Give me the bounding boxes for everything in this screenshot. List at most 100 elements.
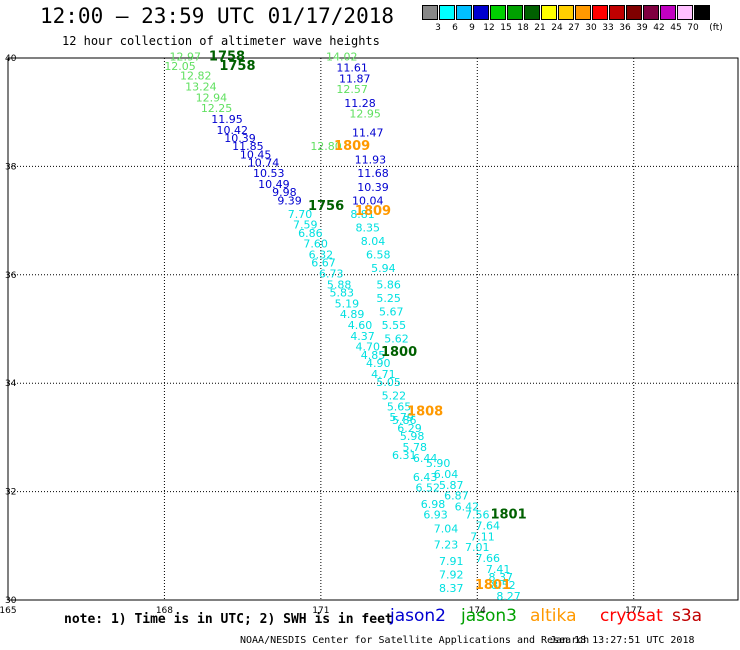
wave-height-label: 7.41 <box>486 563 511 576</box>
wave-height-label: 11.68 <box>357 167 389 180</box>
wave-height-label: 11.61 <box>336 62 368 75</box>
wave-height-label: 4.37 <box>350 330 375 343</box>
scale-swatch <box>473 5 489 20</box>
page-subtitle: 12 hour collection of altimeter wave hei… <box>62 34 380 48</box>
wave-height-label: 7.04 <box>434 522 459 535</box>
wave-height-label: 5.88 <box>327 278 352 291</box>
wave-height-label: 6.42 <box>455 501 480 514</box>
wave-height-label: 6.52 <box>416 482 441 495</box>
wave-height-label: 10.39 <box>357 181 389 194</box>
wave-height-label: 5.87 <box>439 479 464 492</box>
x-tick-label: 165 <box>0 606 17 616</box>
wave-height-label: 6.04 <box>434 468 459 481</box>
pass-time-label: 1809 <box>334 139 370 154</box>
wave-height-label: 4.90 <box>366 357 391 370</box>
wave-height-label: 5.55 <box>382 319 407 332</box>
wave-height-label: 5.90 <box>426 457 451 470</box>
wave-height-label: 12.82 <box>180 70 212 83</box>
wave-height-label: 7.11 <box>470 530 495 543</box>
wave-height-label: 5.78 <box>402 441 427 454</box>
scale-swatch <box>592 5 608 20</box>
wave-height-label: 8.37 <box>439 582 464 595</box>
wave-height-label: 7.64 <box>475 520 500 533</box>
scale-swatch <box>439 5 455 20</box>
pass-time-label: 1809 <box>355 204 391 219</box>
wave-height-label: 4.85 <box>361 349 386 362</box>
legend-item: jason3 <box>461 606 517 626</box>
scale-label: 9 <box>469 23 475 33</box>
scale-swatch <box>524 5 540 20</box>
wave-height-label: 5.83 <box>329 286 354 299</box>
wave-height-label: 4.60 <box>348 319 373 332</box>
scale-label: 30 <box>585 23 597 33</box>
legend-item: cryosat <box>600 606 663 626</box>
wave-height-label: 9.39 <box>277 194 302 207</box>
wave-height-label: 8.04 <box>361 235 386 248</box>
wave-height-label: 7.91 <box>439 555 464 568</box>
wave-height-label: 8.35 <box>356 221 381 234</box>
wave-height-label: 6.58 <box>366 249 391 262</box>
pass-time-label: 1800 <box>381 345 417 360</box>
x-tick-label: 174 <box>469 606 486 616</box>
wave-height-label: 6.93 <box>423 509 448 522</box>
pass-time-label: 1756 <box>308 199 344 214</box>
wave-height-label: 5.98 <box>400 430 425 443</box>
wave-height-label: 10.45 <box>240 148 272 161</box>
scale-unit: (ft) <box>709 23 723 33</box>
scale-label: 15 <box>500 23 512 33</box>
scale-label: 70 <box>687 23 699 33</box>
wave-height-label: 8.81 <box>350 208 375 221</box>
wave-height-label: 5.22 <box>382 389 407 402</box>
wave-height-label: 5.86 <box>376 278 401 291</box>
wave-height-label: 4.71 <box>371 368 396 381</box>
wave-height-label: 6.31 <box>392 449 417 462</box>
footer-note: note: 1) Time is in UTC; 2) SWH is in fe… <box>64 612 393 627</box>
x-tick-label: 168 <box>156 606 173 616</box>
wave-height-label: 8.27 <box>496 590 521 603</box>
wave-height-label: 6.32 <box>309 249 334 262</box>
wave-height-label: 11.95 <box>211 113 243 126</box>
wave-height-label: 7.56 <box>465 509 490 522</box>
scale-label: 21 <box>534 23 546 33</box>
credit-text: NOAA/NESDIS Center for Satellite Applica… <box>240 635 590 646</box>
legend-item: altika <box>530 606 577 626</box>
wave-height-label: 8.52 <box>491 579 516 592</box>
scale-label: 27 <box>568 23 580 33</box>
scale-swatch <box>558 5 574 20</box>
wave-height-label: 6.86 <box>298 227 323 240</box>
wave-height-label: 4.89 <box>340 308 365 321</box>
wave-height-label: 12.25 <box>201 102 233 115</box>
scale-swatch <box>626 5 642 20</box>
pass-time-label: 1801 <box>475 578 511 593</box>
wave-height-label: 7.23 <box>434 539 459 552</box>
wave-height-label: 7.60 <box>303 238 328 251</box>
wave-height-label: 10.49 <box>258 178 290 191</box>
scale-label: 39 <box>636 23 648 33</box>
pass-time-label: 1808 <box>407 405 443 420</box>
scale-swatch <box>507 5 523 20</box>
wave-height-label: 5.94 <box>371 262 396 275</box>
wave-height-label: 10.74 <box>248 156 280 169</box>
wave-height-label: 5.67 <box>379 305 404 318</box>
scale-swatch <box>541 5 557 20</box>
scale-swatch <box>490 5 506 20</box>
wave-height-label: 12.80 <box>310 140 342 153</box>
wave-height-label: 5.19 <box>335 297 360 310</box>
plot-frame <box>7 57 739 601</box>
wave-height-label: 11.85 <box>232 140 264 153</box>
scale-label: 42 <box>653 23 665 33</box>
wave-height-label: 8.37 <box>489 571 514 584</box>
wave-height-label: 11.47 <box>352 127 384 140</box>
wave-height-label: 11.93 <box>355 154 387 167</box>
scale-label: 12 <box>483 23 495 33</box>
y-tick-label: 34 <box>5 379 17 389</box>
pass-time-label: 1758 <box>209 50 245 65</box>
wave-height-label: 7.66 <box>475 552 500 565</box>
page-title: 12:00 — 23:59 UTC 01/17/2018 <box>40 4 395 28</box>
wave-height-label: 11.28 <box>344 97 376 110</box>
wave-height-label: 14.02 <box>326 51 358 64</box>
wave-height-label: 10.04 <box>352 194 384 207</box>
wave-height-label: 12.94 <box>196 91 228 104</box>
wave-height-label: 6.43 <box>413 471 438 484</box>
